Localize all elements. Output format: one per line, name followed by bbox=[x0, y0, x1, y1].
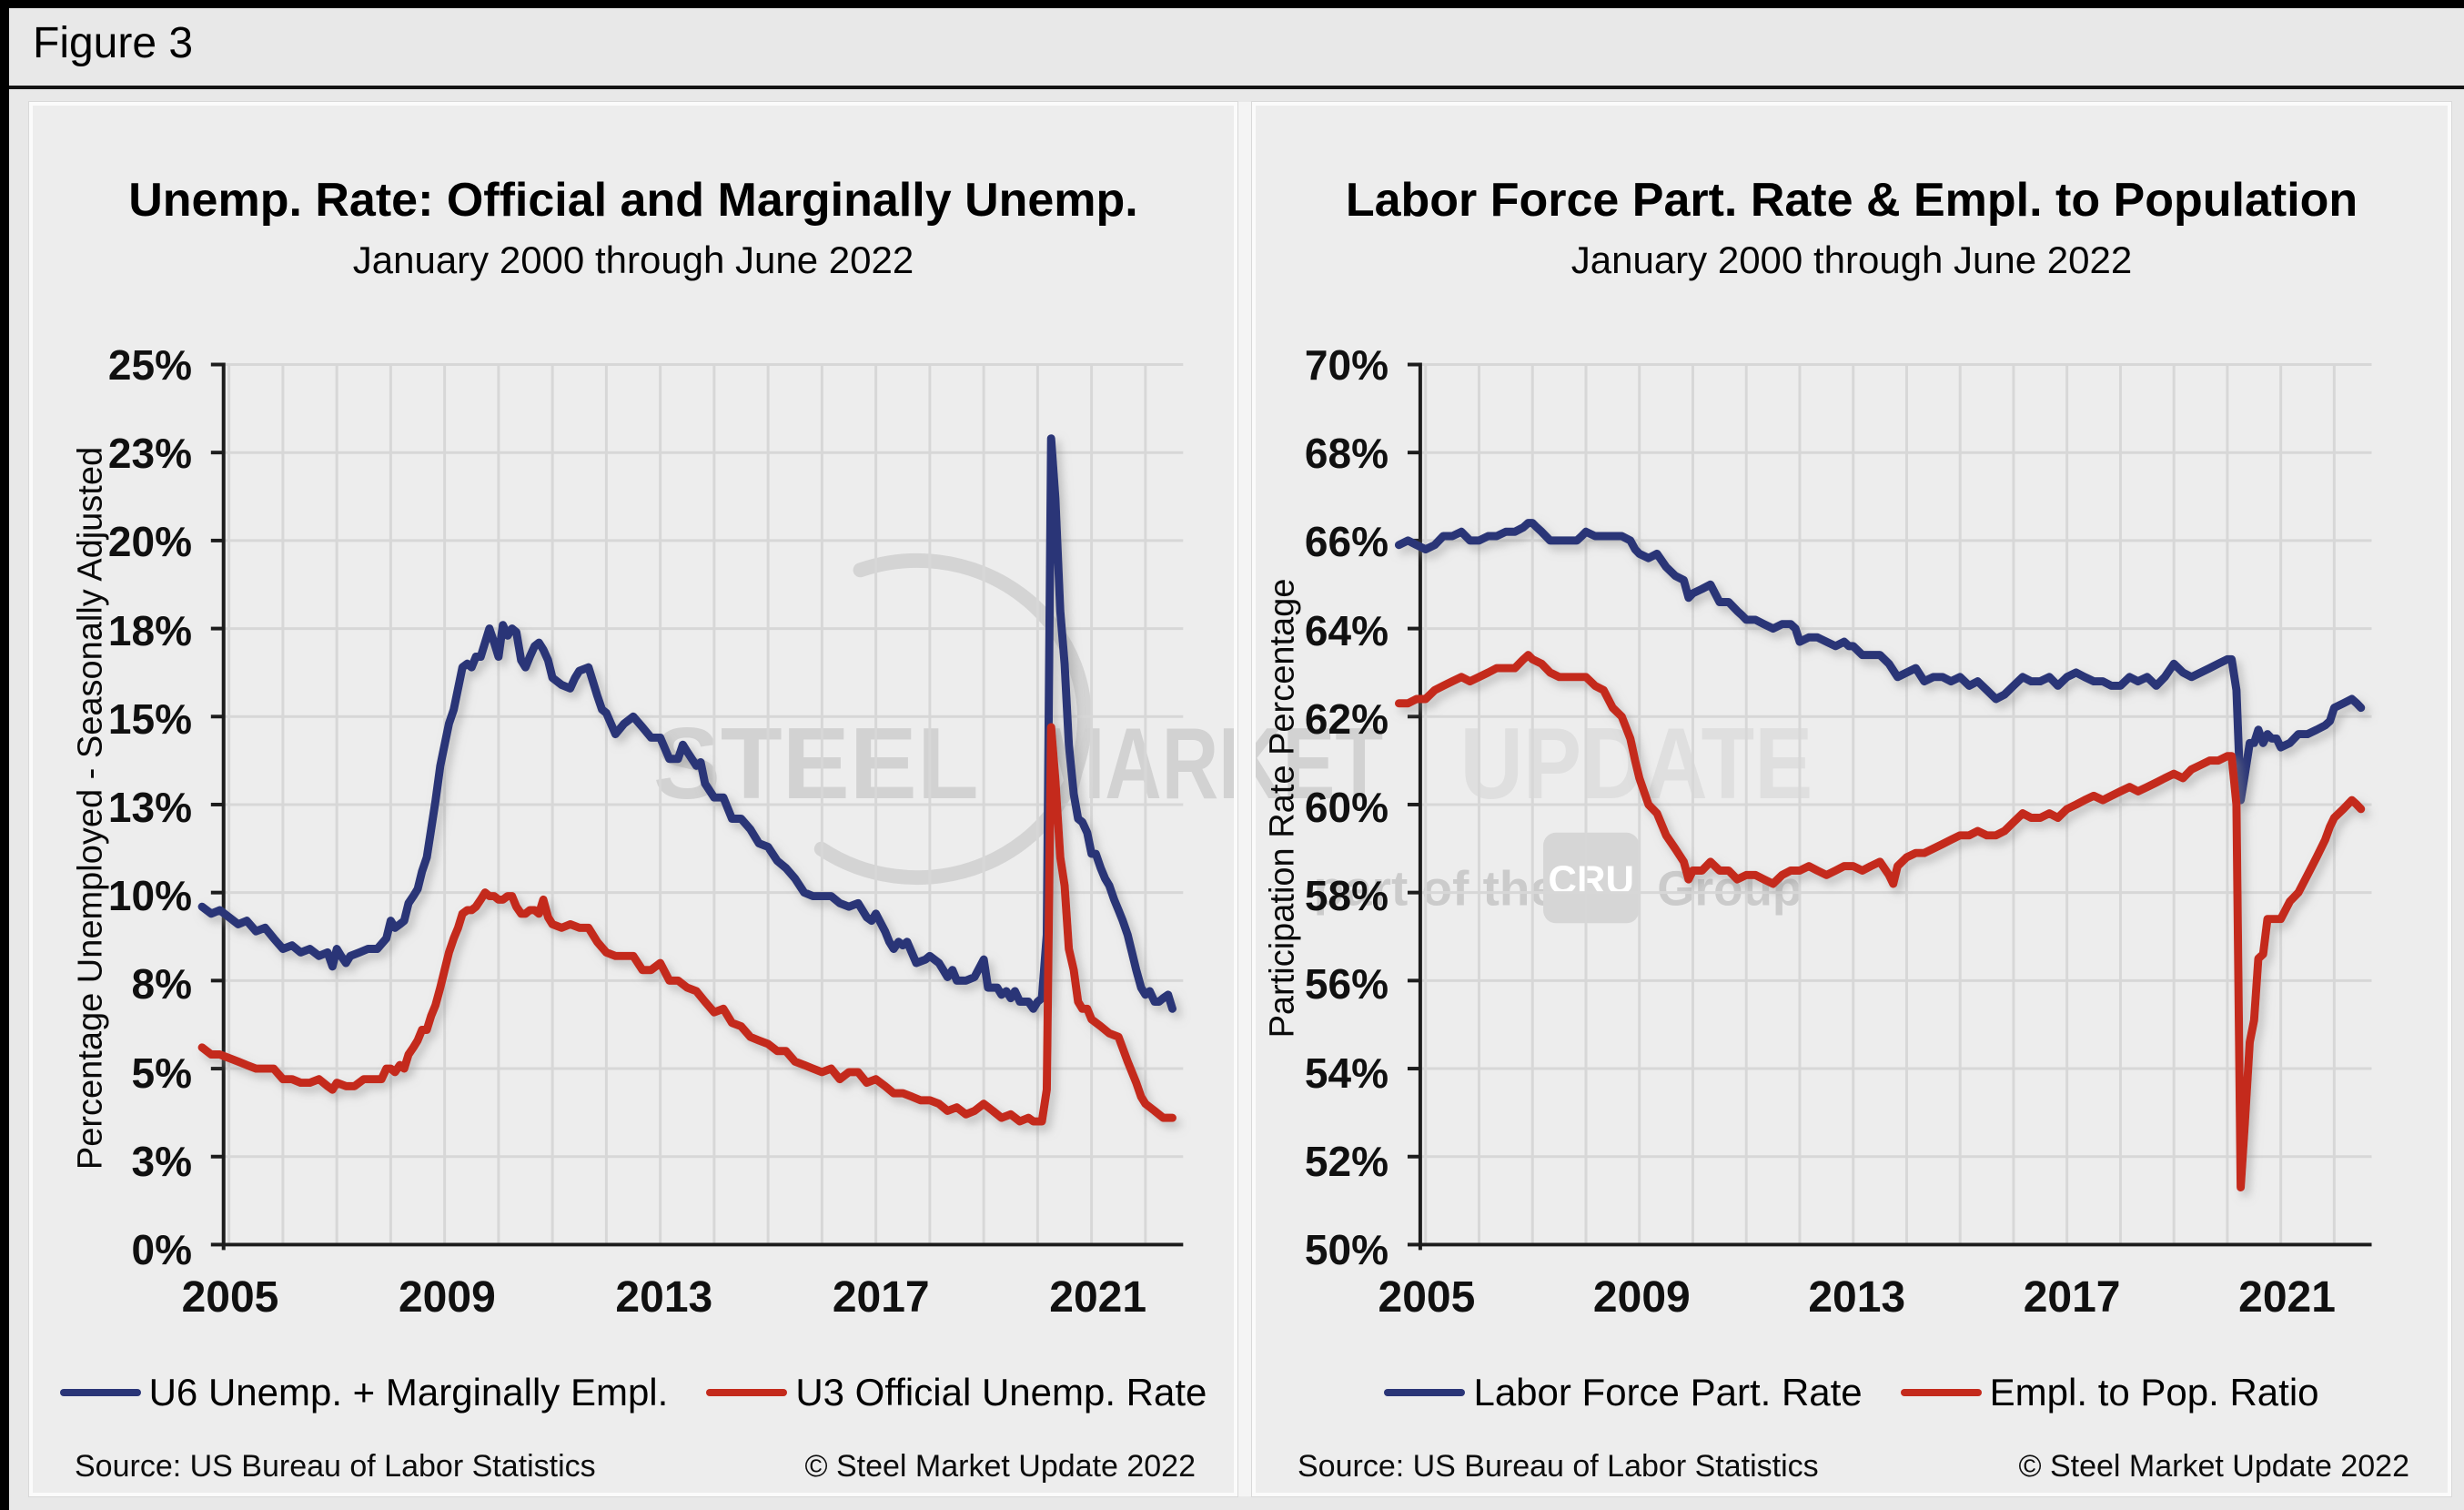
x-tick-label: 2009 bbox=[398, 1273, 496, 1322]
x-tick-label: 2009 bbox=[1592, 1273, 1691, 1322]
y-tick-label: 18% bbox=[107, 606, 192, 654]
x-tick-label: 2021 bbox=[2238, 1273, 2336, 1322]
legend-swatch bbox=[1384, 1389, 1466, 1396]
figure-label: Figure 3 bbox=[33, 19, 194, 67]
y-tick-label: 3% bbox=[131, 1137, 192, 1185]
axes bbox=[210, 362, 1184, 1251]
axes bbox=[1407, 362, 2372, 1251]
x-tick-label: 2005 bbox=[181, 1273, 279, 1322]
legend-label: Empl. to Pop. Ratio bbox=[1989, 1371, 2319, 1414]
gridlines bbox=[1419, 363, 2372, 1245]
chart-legend: U6 Unemp. + Marginally Empl. U3 Official … bbox=[33, 1365, 1234, 1420]
legend-label: U6 Unemp. + Marginally Empl. bbox=[148, 1371, 669, 1414]
series-line-0 bbox=[197, 434, 1176, 1013]
legend-item: U3 Official Unemp. Rate bbox=[706, 1371, 1207, 1414]
legend-item: Empl. to Pop. Ratio bbox=[1900, 1371, 2319, 1414]
series-line-1 bbox=[197, 723, 1176, 1126]
legend-swatch bbox=[59, 1389, 141, 1396]
chart-title: Unemp. Rate: Official and Marginally Une… bbox=[128, 174, 1138, 227]
legend-item: U6 Unemp. + Marginally Empl. bbox=[59, 1371, 669, 1414]
y-tick-label: 8% bbox=[131, 960, 192, 1008]
watermark-text: CRU bbox=[1548, 857, 1634, 902]
y-tick-label: 15% bbox=[107, 694, 192, 743]
x-tick-label: 2017 bbox=[832, 1273, 930, 1322]
y-tick-label: 10% bbox=[107, 872, 192, 920]
chart-footer: Source: US Bureau of Labor Statistics © … bbox=[75, 1449, 1196, 1485]
y-tick-label: 50% bbox=[1304, 1225, 1389, 1273]
chart-title: Labor Force Part. Rate & Empl. to Popula… bbox=[1345, 174, 2358, 227]
legend-swatch bbox=[1900, 1389, 1982, 1396]
y-tick-label: 56% bbox=[1304, 960, 1389, 1008]
chart-subtitle: January 2000 through June 2022 bbox=[352, 238, 914, 281]
legend-item: Labor Force Part. Rate bbox=[1384, 1371, 1863, 1414]
x-tick-label: 2021 bbox=[1049, 1273, 1147, 1322]
x-tick-label: 2013 bbox=[615, 1273, 713, 1322]
chart-footer: Source: US Bureau of Labor Statistics © … bbox=[1298, 1449, 2409, 1485]
y-tick-label: 60% bbox=[1304, 783, 1389, 831]
chart-subtitle: January 2000 through June 2022 bbox=[1570, 238, 2133, 281]
source-note: Source: US Bureau of Labor Statistics bbox=[1298, 1449, 1819, 1484]
y-tick-label: 5% bbox=[131, 1049, 192, 1097]
y-tick-label: 64% bbox=[1304, 606, 1389, 654]
y-tick-label: 58% bbox=[1304, 872, 1389, 920]
legend-swatch bbox=[706, 1389, 788, 1396]
y-tick-label: 0% bbox=[131, 1225, 192, 1273]
y-tick-label: 70% bbox=[1304, 340, 1389, 389]
watermark-text: STEELMARKETUPDATE bbox=[1256, 706, 1813, 820]
y-tick-label: 20% bbox=[107, 518, 192, 566]
copyright-note: © Steel Market Update 2022 bbox=[2018, 1449, 2409, 1484]
y-tick-label: 25% bbox=[107, 340, 192, 389]
y-tick-label: 23% bbox=[107, 430, 192, 478]
y-tick-label: 13% bbox=[107, 783, 192, 831]
x-tick-label: 2017 bbox=[2023, 1273, 2121, 1322]
y-tick-label: 54% bbox=[1304, 1049, 1389, 1097]
y-tick-label: 66% bbox=[1304, 518, 1389, 566]
panel-gap bbox=[1234, 102, 1252, 1496]
x-tick-label: 2013 bbox=[1808, 1273, 1906, 1322]
series-line-1 bbox=[1394, 651, 2366, 1192]
series-line-0 bbox=[1394, 519, 2366, 805]
y-tick-label: 62% bbox=[1304, 694, 1389, 743]
legend-label: U3 Official Unemp. Rate bbox=[795, 1371, 1207, 1414]
header-rule bbox=[9, 86, 2464, 89]
x-tick-label: 2005 bbox=[1378, 1273, 1476, 1322]
copyright-note: © Steel Market Update 2022 bbox=[804, 1449, 1196, 1484]
y-tick-label: 68% bbox=[1304, 430, 1389, 478]
y-tick-label: 52% bbox=[1304, 1137, 1389, 1185]
source-note: Source: US Bureau of Labor Statistics bbox=[75, 1449, 596, 1484]
chart-legend: Labor Force Part. Rate Empl. to Pop. Rati… bbox=[1256, 1365, 2448, 1420]
legend-label: Labor Force Part. Rate bbox=[1473, 1371, 1863, 1414]
